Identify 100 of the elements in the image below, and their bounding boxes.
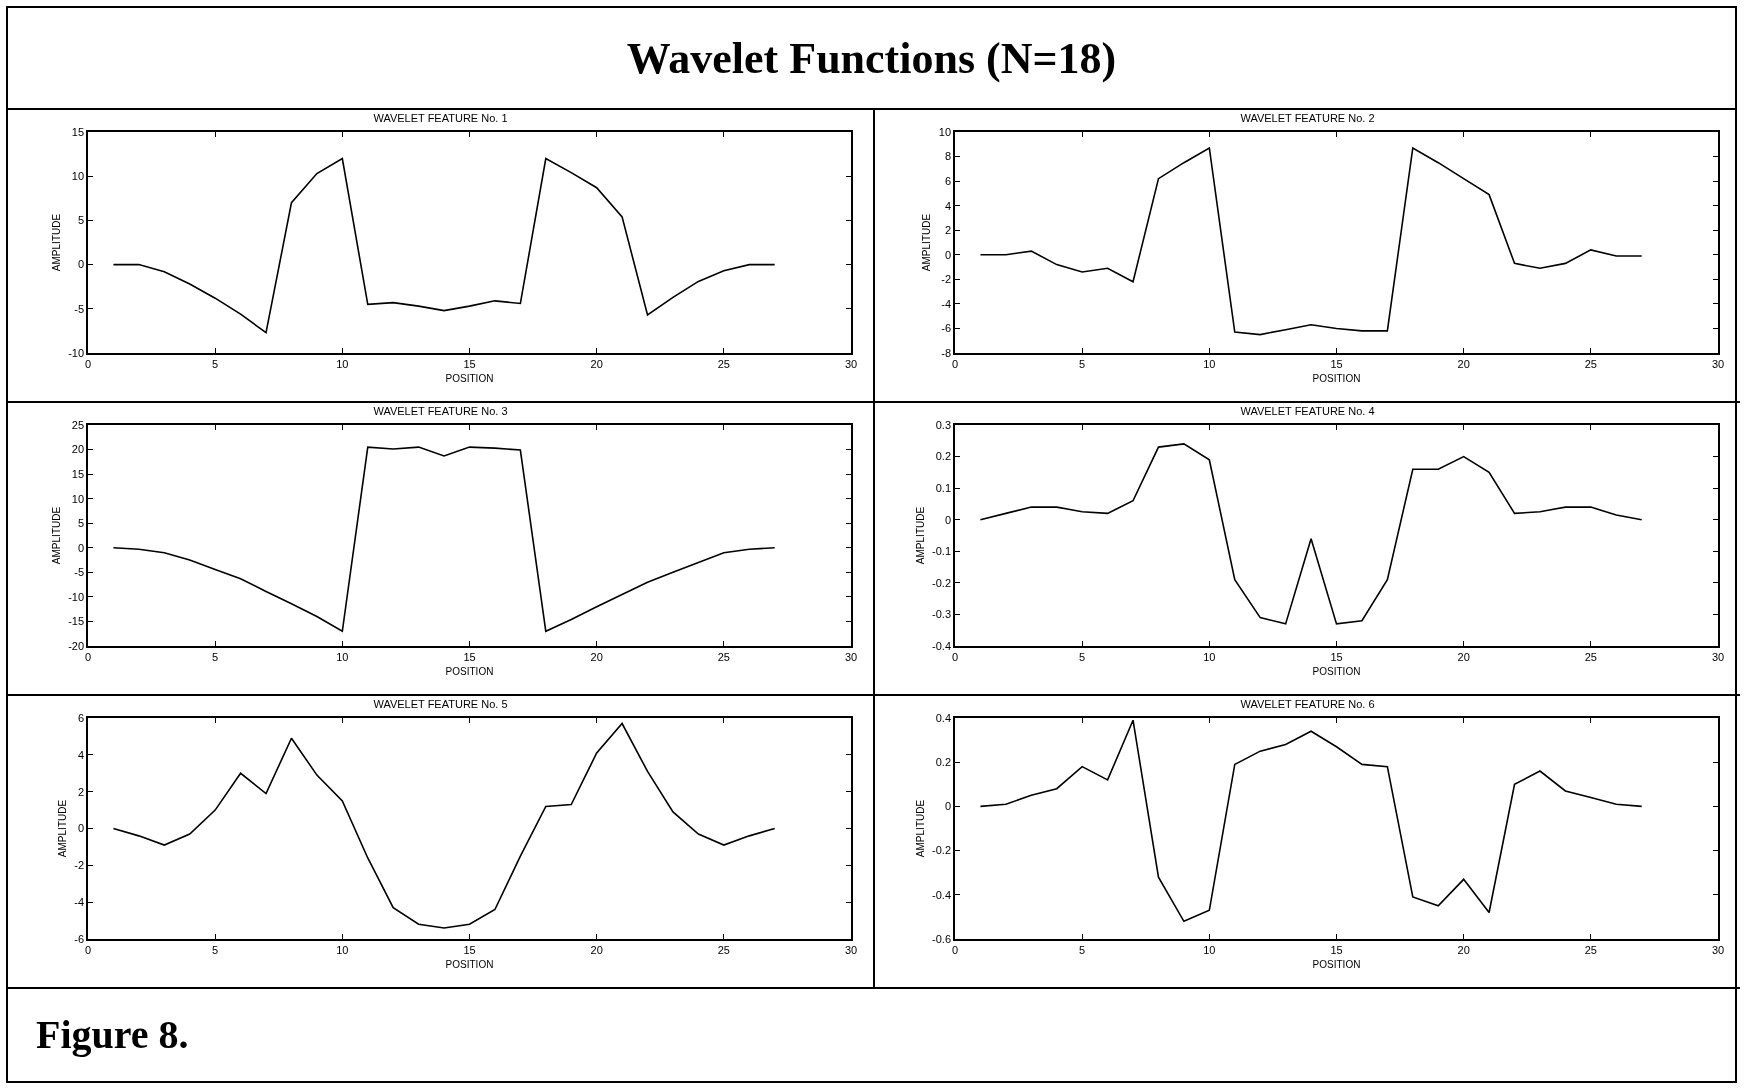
y-axis-title: AMPLITUDE — [50, 213, 62, 272]
y-tick-label: 6 — [77, 711, 85, 724]
y-tick-label: 2 — [944, 224, 952, 237]
x-tick-label: 25 — [717, 357, 730, 370]
y-tick-label: -0.4 — [932, 888, 952, 901]
y-tick-label: 0.1 — [935, 481, 952, 494]
caption: Figure 8. — [36, 1011, 190, 1058]
x-tick-label: 20 — [1457, 357, 1470, 370]
y-tick-label: -10 — [68, 590, 85, 603]
y-tick-label: -4 — [74, 896, 85, 909]
x-axis-title: POSITION — [445, 665, 494, 677]
x-tick-label: 25 — [717, 943, 730, 956]
x-tick-label: 25 — [1584, 650, 1597, 663]
y-tick-label: -2 — [74, 859, 85, 872]
x-tick-label: 30 — [844, 650, 858, 663]
y-tick-label: 25 — [71, 418, 85, 431]
y-tick-label: 6 — [944, 174, 952, 187]
y-tick-label: -0.6 — [932, 932, 952, 945]
y-tick-label: 10 — [938, 125, 952, 138]
y-tick-label: -6 — [74, 932, 85, 945]
x-tick-label: 20 — [590, 650, 603, 663]
x-tick-label: 25 — [1584, 357, 1597, 370]
y-tick-label: 0.2 — [935, 450, 952, 463]
y-tick-label: 15 — [71, 125, 85, 138]
x-tick-label: 30 — [1711, 943, 1725, 956]
y-tick-label: -4 — [941, 297, 952, 310]
x-tick-label: 10 — [1203, 650, 1216, 663]
y-tick-label: 15 — [71, 467, 85, 480]
x-tick-label: 15 — [463, 650, 476, 663]
y-tick-label: -15 — [68, 615, 85, 628]
x-tick-label: 30 — [844, 943, 858, 956]
x-tick-label: 10 — [336, 943, 349, 956]
x-tick-label: 5 — [212, 650, 219, 663]
y-tick-label: 4 — [944, 199, 952, 212]
y-tick-label: -0.2 — [932, 576, 952, 589]
y-tick-label: 4 — [77, 748, 85, 761]
y-tick-label: 0 — [944, 248, 952, 261]
x-tick-label: 15 — [1330, 943, 1343, 956]
x-tick-label: 25 — [717, 650, 730, 663]
text: Wavelet Functions (N=18) — [626, 32, 1117, 84]
y-tick-label: 20 — [71, 443, 85, 456]
y-tick-label: -5 — [74, 566, 85, 579]
x-axis-title: POSITION — [1312, 665, 1361, 677]
y-axis-title: AMPLITUDE — [914, 799, 926, 858]
y-tick-label: 0.3 — [935, 418, 952, 431]
y-tick-label: -0.1 — [932, 545, 952, 558]
y-tick-label: -0.2 — [932, 844, 952, 857]
chart-title: WAVELET FEATURE No. 2 — [1240, 112, 1375, 125]
y-tick-label: -2 — [941, 273, 952, 286]
y-tick-label: -10 — [68, 346, 85, 359]
y-axis-title: AMPLITUDE — [914, 506, 926, 565]
x-tick-label: 10 — [336, 650, 349, 663]
y-tick-label: 5 — [77, 517, 85, 530]
x-tick-label: 20 — [1457, 943, 1470, 956]
x-tick-label: 5 — [1079, 357, 1086, 370]
y-tick-label: 0.2 — [935, 756, 952, 769]
chart-title: WAVELET FEATURE No. 5 — [373, 698, 508, 711]
y-axis-title: AMPLITUDE — [921, 213, 933, 272]
y-tick-label: 0.4 — [935, 711, 952, 724]
y-tick-label: 8 — [944, 150, 952, 163]
x-tick-label: 30 — [1711, 650, 1725, 663]
y-tick-label: 2 — [77, 785, 85, 798]
x-tick-label: 10 — [1203, 357, 1216, 370]
x-tick-label: 5 — [212, 357, 219, 370]
y-tick-label: -5 — [74, 302, 85, 315]
chart-title: WAVELET FEATURE No. 1 — [373, 112, 508, 125]
x-tick-label: 15 — [1330, 357, 1343, 370]
y-tick-label: 0 — [77, 822, 85, 835]
y-tick-label: 0 — [944, 513, 952, 526]
x-axis-title: POSITION — [1312, 372, 1361, 384]
x-tick-label: 20 — [590, 943, 603, 956]
x-axis-title: POSITION — [1312, 958, 1361, 970]
y-tick-label: -0.3 — [932, 608, 952, 621]
x-tick-label: 5 — [1079, 943, 1086, 956]
x-tick-label: 15 — [463, 943, 476, 956]
x-tick-label: 25 — [1584, 943, 1597, 956]
y-tick-label: 0 — [944, 800, 952, 813]
chart-title: WAVELET FEATURE No. 4 — [1240, 405, 1375, 418]
y-tick-label: 10 — [71, 492, 85, 505]
x-axis-title: POSITION — [445, 372, 494, 384]
y-tick-label: 10 — [71, 170, 85, 183]
y-axis-title: AMPLITUDE — [50, 506, 62, 565]
y-axis-title: AMPLITUDE — [56, 799, 68, 858]
y-tick-label: -8 — [941, 346, 952, 359]
y-tick-label: -0.4 — [932, 639, 952, 652]
x-tick-label: 20 — [590, 357, 603, 370]
y-tick-label: 0 — [77, 541, 85, 554]
x-tick-label: 10 — [1203, 943, 1216, 956]
y-tick-label: 5 — [77, 214, 85, 227]
x-tick-label: 5 — [1079, 650, 1086, 663]
x-tick-label: 30 — [1711, 357, 1725, 370]
x-tick-label: 5 — [212, 943, 219, 956]
y-tick-label: 0 — [77, 258, 85, 271]
y-tick-label: -20 — [68, 639, 85, 652]
x-tick-label: 20 — [1457, 650, 1470, 663]
chart-title: WAVELET FEATURE No. 6 — [1240, 698, 1375, 711]
x-tick-label: 15 — [463, 357, 476, 370]
chart-title: WAVELET FEATURE No. 3 — [373, 405, 508, 418]
y-tick-label: -6 — [941, 322, 952, 335]
x-tick-label: 30 — [844, 357, 858, 370]
